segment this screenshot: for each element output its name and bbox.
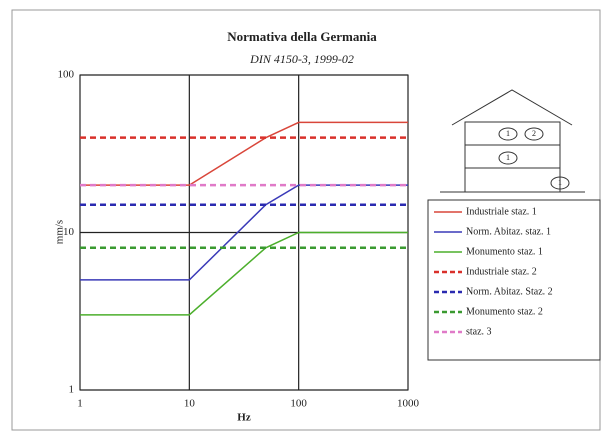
legend-label: Norm. Abitaz. staz. 1: [466, 226, 551, 237]
legend-label: staz. 3: [466, 326, 492, 337]
legend-label: Industriale staz. 2: [466, 266, 537, 277]
building-label: 1: [558, 178, 562, 187]
legend-label: Monumento staz. 1: [466, 246, 543, 257]
y-tick-label: 100: [58, 69, 75, 81]
x-tick-label: 1000: [397, 398, 420, 410]
building-label: 1: [506, 129, 510, 138]
x-tick-label: 100: [290, 398, 307, 410]
legend: [428, 200, 600, 360]
y-tick-label: 1: [69, 384, 75, 396]
building-label: 1: [506, 153, 510, 162]
x-axis-label: Hz: [237, 412, 251, 424]
chart-title: Normativa della Germania: [227, 29, 377, 44]
x-tick-label: 1: [77, 398, 83, 410]
legend-label: Monumento staz. 2: [466, 306, 543, 317]
y-tick-label: 10: [63, 226, 75, 238]
legend-label: Industriale staz. 1: [466, 206, 537, 217]
legend-label: Norm. Abitaz. Staz. 2: [466, 286, 553, 297]
chart-subtitle: DIN 4150-3, 1999-02: [249, 52, 354, 66]
building-label: 2: [532, 129, 536, 138]
chart: Normativa della Germania DIN 4150-3, 199…: [0, 0, 603, 433]
x-tick-label: 10: [184, 398, 196, 410]
